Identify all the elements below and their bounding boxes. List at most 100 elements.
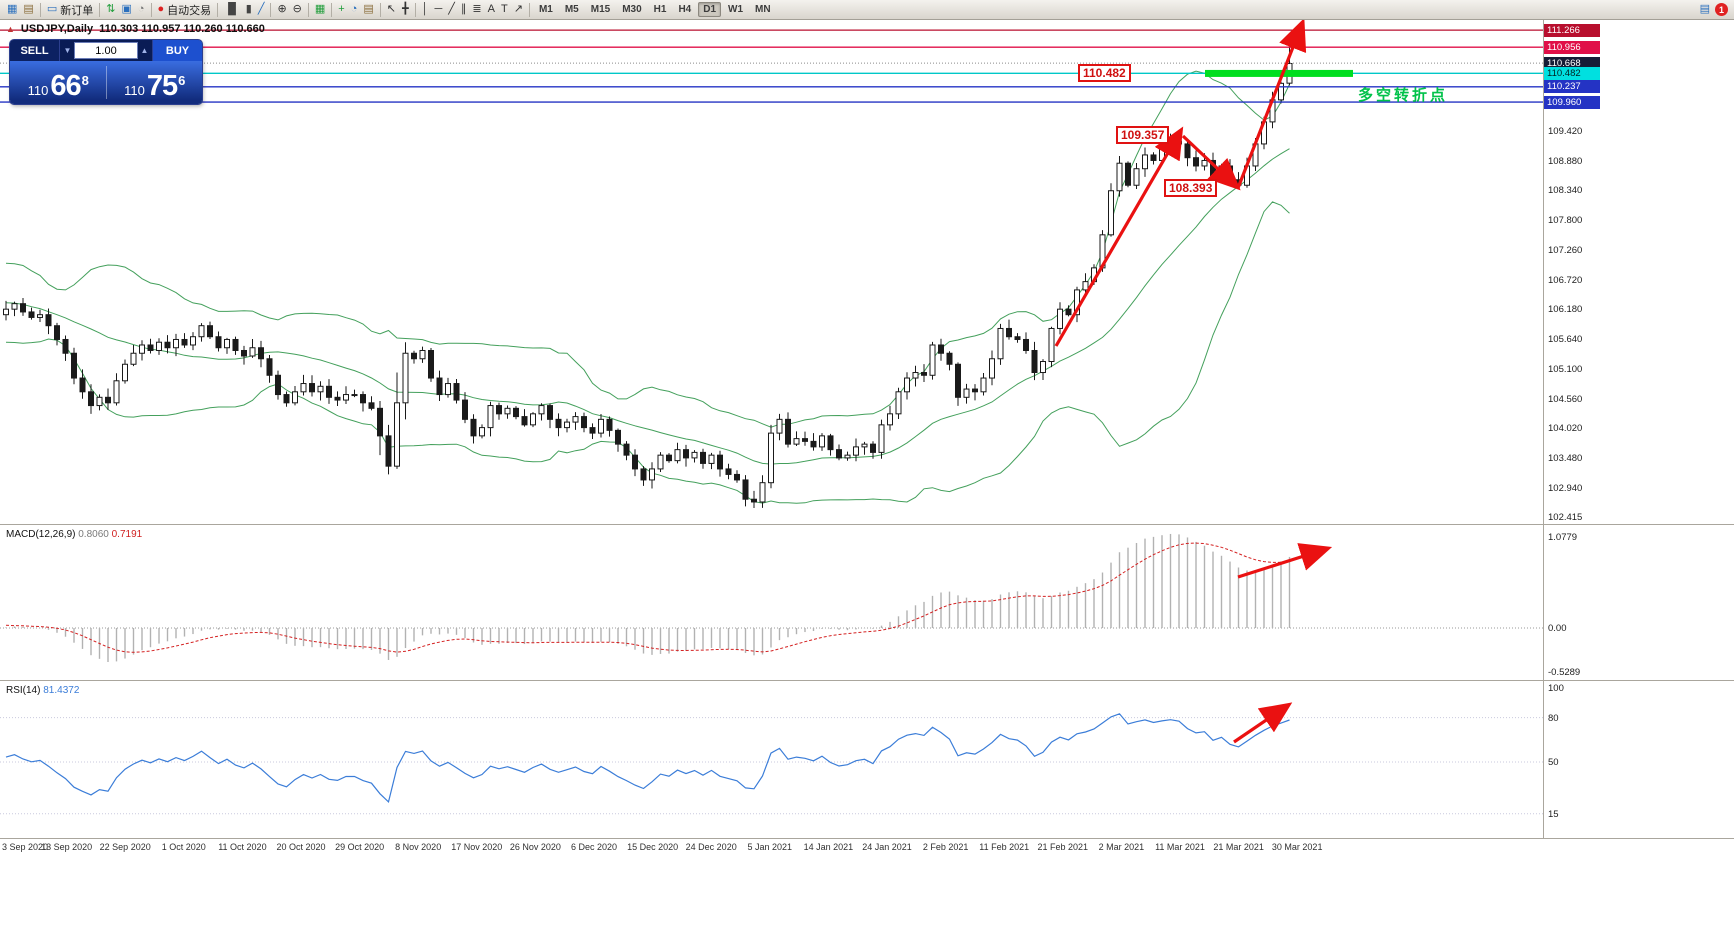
- autotrading-button[interactable]: ● 自动交易: [155, 1, 215, 18]
- fibonacci-icon: ≣: [472, 3, 482, 15]
- timeframe-d1[interactable]: D1: [698, 2, 722, 17]
- tile-windows-button[interactable]: ▦: [312, 1, 328, 18]
- data-window-icon: ◔: [137, 3, 145, 15]
- symbol-period-label: USDJPY,Daily: [20, 23, 94, 35]
- support-zone-bar[interactable]: [1205, 69, 1353, 77]
- price-annotation-box[interactable]: 109.357: [1116, 126, 1170, 145]
- sell-price-prefix: 110: [27, 83, 49, 98]
- text-button[interactable]: A: [485, 1, 498, 18]
- market-watch-button[interactable]: ▣: [118, 1, 134, 18]
- trend-arrow[interactable]: [1054, 126, 1184, 347]
- vertical-line-button[interactable]: │: [419, 1, 432, 18]
- trade-panel-prices: 110 66 8 110 75 6: [10, 61, 202, 104]
- crosshair-icon: ╋: [402, 3, 409, 15]
- toolbar-separator: [39, 2, 41, 17]
- sell-price[interactable]: 110 66 8: [10, 61, 106, 104]
- trend-arrow[interactable]: [1237, 543, 1333, 579]
- timeframe-m30[interactable]: M30: [622, 4, 642, 15]
- chart-switch-icon: ⇅: [106, 3, 116, 15]
- toolbar-separator: [270, 2, 272, 17]
- templates-icon: ▤: [363, 3, 374, 15]
- timeframe-m5[interactable]: M5: [564, 4, 579, 15]
- toolbar-separator: [414, 2, 416, 17]
- candlestick-chart-button[interactable]: ▮: [243, 1, 255, 18]
- indicators-icon: +: [338, 3, 345, 15]
- chart-window-button[interactable]: ▦: [4, 1, 20, 18]
- main-toolbar: ▦ ▤ ▭ 新订单 ⇅ ▣ ◔ ● 自动交易 ▐▌ ▮ ╱ ⊕ ⊖ ▦ + ◔ ▤ ↖ ╋ │ ─ ╱ ∥ ≣ A T ↗ M1 M5 M…: [0, 0, 1734, 20]
- buy-button[interactable]: BUY: [152, 40, 202, 61]
- rsi-value: 81.4372: [43, 685, 80, 696]
- equidistant-channel-icon: ∥: [460, 3, 467, 15]
- toolbar-separator: [331, 2, 333, 17]
- timeframe-m15[interactable]: M15: [590, 4, 611, 15]
- periods-button[interactable]: ◔: [348, 1, 361, 18]
- toolbar-groups: ▦ ▤ ▭ 新订单 ⇅ ▣ ◔ ● 自动交易 ▐▌ ▮ ╱ ⊕ ⊖ ▦ + ◔ ▤ ↖ ╋ │ ─ ╱ ∥ ≣ A T ↗: [4, 1, 533, 18]
- new-order-button[interactable]: ▭ 新订单: [44, 1, 96, 18]
- line-chart-button[interactable]: ╱: [255, 1, 268, 18]
- new-order-icon: ▭: [46, 3, 58, 15]
- buy-price[interactable]: 110 75 6: [107, 61, 203, 104]
- macd-histogram-layer: [5, 533, 1291, 662]
- timeframe-h1[interactable]: H1: [653, 4, 667, 15]
- trendline-button[interactable]: ╱: [445, 1, 458, 18]
- price-annotation-box[interactable]: 108.393: [1164, 179, 1218, 198]
- trend-arrow[interactable]: [1181, 134, 1241, 191]
- volume-up-icon[interactable]: ▲: [140, 46, 149, 55]
- indicators-button[interactable]: +: [335, 1, 347, 18]
- trend-arrow[interactable]: [1236, 18, 1307, 189]
- trade-panel-controls: SELL ▼ ▲ BUY: [10, 40, 202, 61]
- sell-price-main: 66: [50, 70, 81, 103]
- volume-down-icon[interactable]: ▼: [63, 46, 72, 55]
- zoom-out-button[interactable]: ⊖: [290, 1, 305, 18]
- toolbar-separator: [99, 2, 101, 17]
- timeframe-w1[interactable]: W1: [728, 4, 744, 15]
- autotrading-label: 自动交易: [167, 4, 212, 17]
- vertical-line-icon: │: [421, 3, 429, 15]
- horizontal-line-button[interactable]: ─: [432, 1, 446, 18]
- data-window-button[interactable]: ◔: [135, 1, 148, 18]
- trade-panel-divider: [105, 66, 107, 99]
- chart-window-icon: ▦: [7, 3, 18, 15]
- text-label-button[interactable]: T: [498, 1, 511, 18]
- timeframe-h4[interactable]: H4: [678, 4, 692, 15]
- candlestick-chart-icon: ▮: [245, 3, 252, 15]
- macd-signal-line: [5, 542, 1290, 653]
- volume-input[interactable]: [74, 42, 138, 59]
- macd-label: MACD(12,26,9) 0.8060 0.7191: [6, 529, 142, 540]
- bar-chart-button[interactable]: ▐▌: [221, 1, 243, 18]
- cursor-button[interactable]: ↖: [384, 1, 399, 18]
- arrows-tool-button[interactable]: ↗: [511, 1, 526, 18]
- mailbox-icon[interactable]: ▤: [1699, 3, 1710, 15]
- toolbar-separator: [379, 2, 381, 17]
- turning-point-note[interactable]: 多空转折点: [1358, 87, 1449, 104]
- zoom-in-button[interactable]: ⊕: [274, 1, 289, 18]
- buy-price-prefix: 110: [124, 83, 145, 98]
- timeframe-toolbar: M1 M5 M15 M30 H1 H4 D1 W1 MN: [533, 2, 777, 17]
- macd-value: 0.8060: [78, 529, 109, 540]
- periods-icon: ◔: [350, 3, 358, 15]
- trend-arrow[interactable]: [1233, 702, 1293, 744]
- symbol-icon: ▲: [6, 24, 15, 34]
- rsi-name: RSI(14): [6, 685, 41, 696]
- timeframe-mn[interactable]: MN: [755, 4, 771, 15]
- bar-chart-icon: ▐▌: [224, 3, 240, 15]
- templates-button[interactable]: ▤: [360, 1, 376, 18]
- price-annotation-box[interactable]: 110.482: [1078, 64, 1131, 83]
- volume-control: ▼ ▲: [60, 42, 152, 59]
- equidistant-channel-button[interactable]: ∥: [458, 1, 470, 18]
- timeframe-m1[interactable]: M1: [538, 4, 553, 15]
- chart-switch-button[interactable]: ⇅: [103, 1, 118, 18]
- toolbar-separator: [528, 2, 530, 17]
- cursor-icon: ↖: [386, 3, 396, 15]
- toolbar-right: ▤ 1: [1700, 3, 1730, 16]
- one-click-trading-panel: SELL ▼ ▲ BUY 110 66 8 110 75 6: [10, 40, 202, 104]
- sell-button[interactable]: SELL: [10, 40, 60, 61]
- fibonacci-button[interactable]: ≣: [469, 1, 484, 18]
- tile-windows-icon: ▦: [314, 3, 326, 15]
- profiles-button[interactable]: ▤: [20, 1, 36, 18]
- crosshair-button[interactable]: ╋: [399, 1, 412, 18]
- notification-badge[interactable]: 1: [1715, 3, 1728, 16]
- autotrading-icon: ●: [157, 3, 165, 15]
